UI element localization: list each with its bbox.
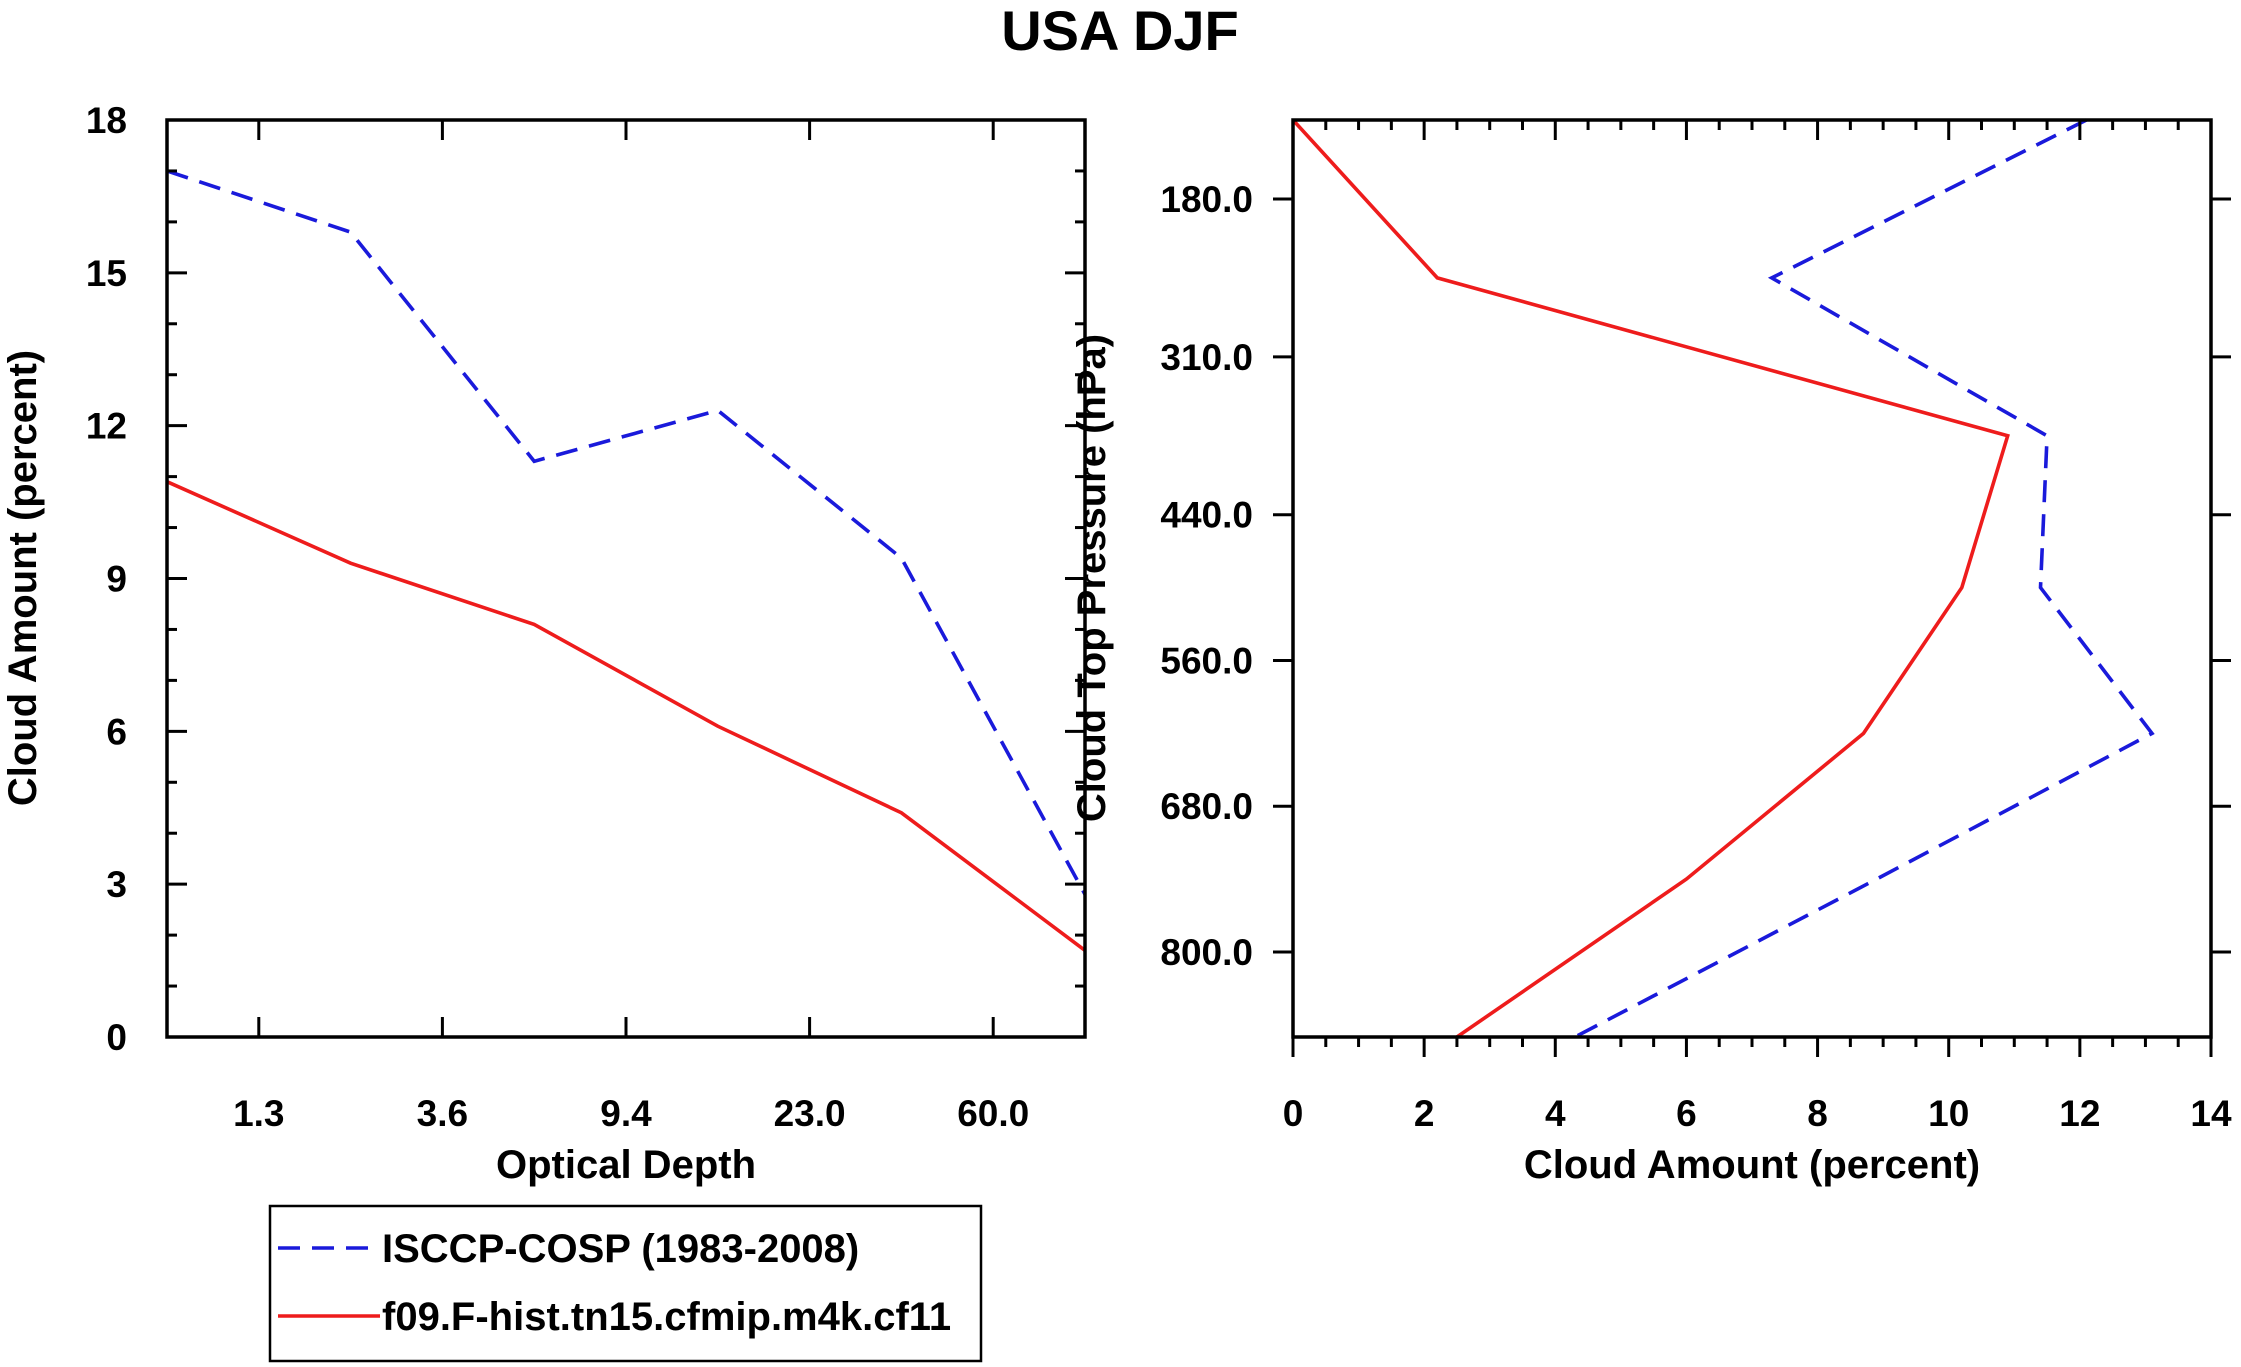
right-x-tick-label: 14 [2190, 1093, 2232, 1134]
right-x-tick-label: 6 [1676, 1093, 1697, 1134]
right-plot-frame [1291, 118, 2213, 1039]
right-x-tick-label: 12 [2059, 1093, 2100, 1134]
left-plot-frame [165, 118, 1087, 1039]
right-x-tick-label: 4 [1545, 1093, 1566, 1134]
legend-box [268, 1204, 983, 1363]
left-x-tick-label: 3.6 [417, 1093, 468, 1134]
left-x-tick-label: 23.0 [774, 1093, 846, 1134]
right-y-tick-label: 800.0 [1160, 932, 1253, 973]
right-tick-labels: 0 2 4 6 8 10 12 14 180.0 310.0 440.0 560.0 680.0 800.… [1160, 179, 2232, 1134]
right-x-tick-label: 0 [1283, 1093, 1304, 1134]
legend-label-model: f09.F-hist.tn15.cfmip.m4k.cf11 [382, 1295, 951, 1339]
legend-label-isccp: ISCCP-COSP (1983-2008) [382, 1227, 859, 1271]
left-tick-marks [167, 118, 1085, 1039]
right-y-axis-label: Cloud Top Pressure (hPa) [1070, 334, 1114, 822]
left-y-tick-label: 15 [86, 253, 127, 294]
left-y-axis-label: Cloud Amount (percent) [1, 350, 45, 806]
left-x-tick-label: 60.0 [957, 1093, 1029, 1134]
left-series-model-line [166, 480, 1087, 952]
right-x-axis-label: Cloud Amount (percent) [1524, 1143, 1980, 1187]
right-y-tick-label: 560.0 [1160, 640, 1253, 681]
left-series-group [166, 169, 1087, 952]
right-y-tick-label: 440.0 [1160, 495, 1253, 536]
right-series-group [1291, 118, 2155, 1039]
left-x-axis-label: Optical Depth [496, 1143, 756, 1187]
left-y-tick-label: 9 [106, 559, 127, 600]
right-x-tick-label: 2 [1414, 1093, 1435, 1134]
left-y-tick-label: 6 [106, 711, 127, 752]
figure-title: USA DJF [1001, 0, 1239, 62]
right-panel: 0 2 4 6 8 10 12 14 180.0 310.0 440.0 560.0 680.0 800.… [1070, 118, 2232, 1187]
left-tick-labels: 0 3 6 9 12 15 18 1.3 3.6 9.4 23.0 60.0 [86, 100, 1029, 1134]
right-x-tick-label: 10 [1928, 1093, 1969, 1134]
right-y-tick-label: 680.0 [1160, 786, 1253, 827]
left-y-tick-label: 3 [106, 864, 127, 905]
left-panel: 0 3 6 9 12 15 18 1.3 3.6 9.4 23.0 60.0 Optical Dept… [1, 100, 1087, 1187]
right-y-tick-label: 180.0 [1160, 179, 1253, 220]
right-x-tick-label: 8 [1807, 1093, 1828, 1134]
left-y-tick-label: 18 [86, 100, 127, 141]
left-series-isccp-line [166, 169, 1087, 896]
legend: ISCCP-COSP (1983-2008) f09.F-hist.tn15.c… [268, 1204, 983, 1363]
left-x-tick-label: 1.3 [233, 1093, 284, 1134]
right-series-model-line [1291, 118, 2010, 1039]
left-x-tick-label: 9.4 [600, 1093, 652, 1134]
right-series-isccp-line [1574, 118, 2155, 1039]
right-tick-marks [1273, 120, 2231, 1057]
left-y-tick-label: 0 [106, 1017, 127, 1058]
left-y-tick-label: 12 [86, 406, 127, 447]
right-y-tick-label: 310.0 [1160, 337, 1253, 378]
